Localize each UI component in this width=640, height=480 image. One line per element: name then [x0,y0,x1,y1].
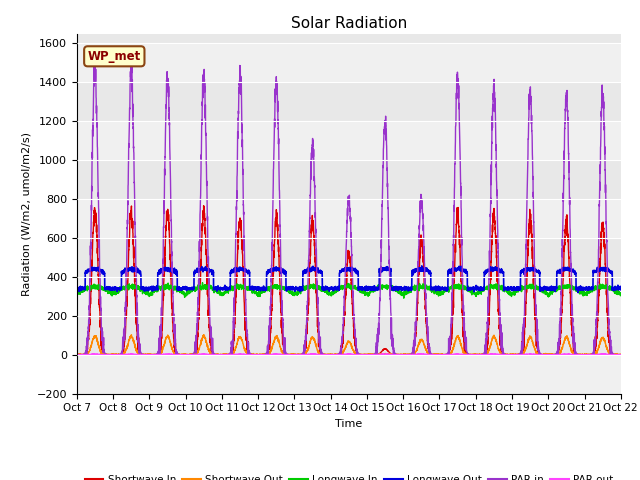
PAR in [73,352,81,358]
Shortwave Out [441,352,449,358]
PAR in [616,352,624,358]
Longwave In [198,280,206,286]
Shortwave In [171,348,179,354]
Longwave In [616,290,624,296]
Y-axis label: Radiation (W/m2, umol/m2/s): Radiation (W/m2, umol/m2/s) [21,132,31,296]
Title: Solar Radiation: Solar Radiation [291,16,407,31]
PAR out [617,352,625,358]
Shortwave Out [617,351,625,357]
PAR out [329,352,337,358]
PAR in [329,352,337,358]
Longwave Out [73,286,81,292]
PAR in [617,352,625,358]
Shortwave In [329,352,337,358]
Shortwave Out [127,332,135,337]
Longwave Out [441,287,449,292]
PAR out [171,352,179,358]
PAR out [616,352,624,358]
PAR in [171,343,179,348]
Longwave In [617,292,625,298]
Shortwave In [617,352,625,358]
Longwave Out [171,267,179,273]
Longwave In [329,291,337,297]
Shortwave Out [502,352,509,358]
Legend: Shortwave In, Shortwave Out, Longwave In, Longwave Out, PAR in, PAR out: Shortwave In, Shortwave Out, Longwave In… [81,471,617,480]
X-axis label: Time: Time [335,419,362,429]
Shortwave Out [73,352,81,358]
Line: PAR out: PAR out [77,354,621,355]
Shortwave In [471,352,479,358]
PAR out [453,351,461,357]
Bar [77,121,621,160]
Shortwave In [200,203,207,209]
Shortwave Out [171,351,179,357]
Bar [77,43,621,82]
Longwave Out [502,287,509,292]
PAR out [471,352,479,358]
Line: Shortwave In: Shortwave In [77,206,621,355]
Bar [77,199,621,238]
Text: WP_met: WP_met [88,50,141,63]
PAR out [73,352,81,358]
Shortwave Out [471,352,479,358]
PAR in [471,352,479,358]
PAR in [92,51,99,57]
PAR in [441,352,449,358]
Longwave In [171,283,179,289]
Line: PAR in: PAR in [77,54,621,355]
Shortwave In [73,352,81,358]
Longwave Out [574,289,582,295]
Shortwave In [83,352,91,358]
PAR in [83,352,90,358]
Longwave Out [328,286,336,292]
Longwave Out [418,263,426,269]
Shortwave In [502,352,509,358]
Shortwave Out [329,351,337,357]
Bar [77,355,621,394]
Longwave In [502,286,509,292]
PAR out [255,352,262,358]
Line: Longwave Out: Longwave Out [77,266,621,292]
Longwave In [471,291,479,297]
Longwave Out [471,286,479,291]
PAR in [502,352,509,358]
Line: Shortwave Out: Shortwave Out [77,335,621,355]
Line: Longwave In: Longwave In [77,283,621,298]
Longwave In [441,289,449,295]
PAR out [441,352,449,358]
Shortwave In [441,352,449,358]
Longwave In [73,291,81,297]
Bar [77,277,621,316]
Longwave Out [617,286,625,291]
Longwave Out [616,283,624,289]
Shortwave In [616,352,624,358]
PAR out [502,352,509,358]
Shortwave Out [616,352,624,358]
Longwave In [400,295,408,301]
